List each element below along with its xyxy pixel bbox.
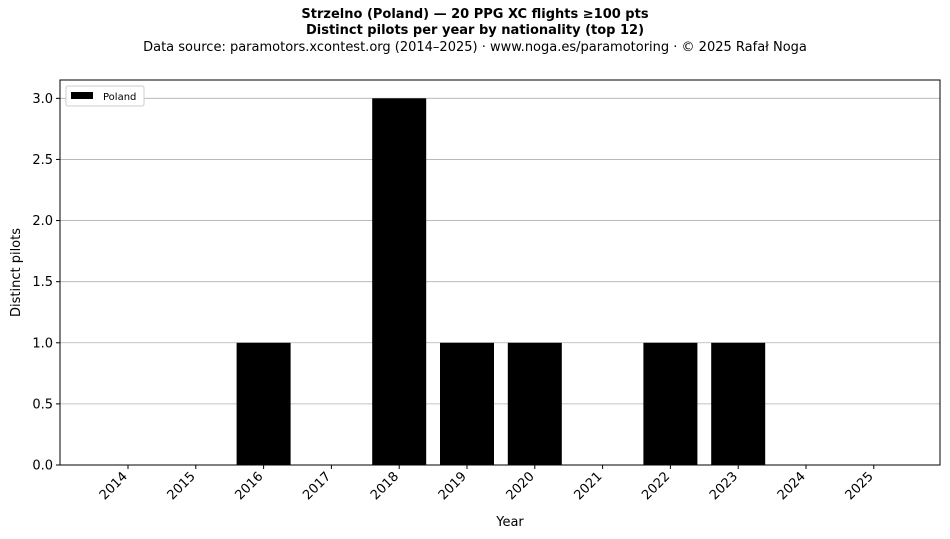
x-tick-label: 2014 [97, 469, 131, 503]
bar-2022 [643, 342, 698, 465]
chart-title: Strzelno (Poland) — 20 PPG XC flights ≥1… [301, 7, 649, 22]
legend-label: Poland [103, 92, 136, 103]
bars [236, 98, 766, 465]
y-axis-label: Distinct pilots [9, 228, 24, 317]
y-tick-label: 0.0 [32, 459, 53, 474]
y-axis-ticks: 0.0 0.5 1.0 1.5 2.0 2.5 3.0 [32, 92, 60, 474]
bar-2023 [711, 342, 766, 465]
bar-2019 [440, 342, 494, 465]
x-tick-label: 2019 [436, 469, 470, 503]
x-tick-label: 2021 [571, 469, 605, 503]
x-tick-label: 2025 [843, 469, 877, 503]
y-tick-label: 2.5 [32, 153, 53, 168]
x-tick-label: 2015 [165, 469, 199, 503]
y-tick-label: 1.0 [32, 336, 53, 351]
chart-subtitle: Distinct pilots per year by nationality … [305, 23, 645, 38]
plot-frame [59, 79, 941, 466]
x-tick-label: 2024 [775, 469, 809, 503]
x-tick-label: 2018 [368, 469, 402, 503]
y-tick-label: 3.0 [32, 92, 53, 107]
y-tick-label: 2.0 [32, 214, 53, 229]
x-axis-ticks: 2014 2015 2016 2017 2018 2019 2020 2021 2022 2023… [97, 465, 877, 503]
bar-2020 [507, 342, 562, 465]
y-tick-label: 1.5 [32, 275, 53, 290]
gridlines [60, 97, 940, 405]
x-tick-label: 2016 [232, 469, 266, 503]
legend: Poland [65, 85, 145, 107]
chart-titles: Strzelno (Poland) — 20 PPG XC flights ≥1… [0, 7, 950, 57]
bar-2018 [372, 98, 427, 465]
x-axis-label: Year [495, 515, 524, 530]
chart-source: Data source: paramotors.xcontest.org (20… [143, 40, 807, 55]
x-tick-label: 2020 [504, 469, 538, 503]
bar-2016 [236, 342, 291, 465]
x-tick-label: 2022 [639, 469, 673, 503]
legend-box [65, 85, 145, 107]
y-tick-label: 0.5 [32, 397, 53, 412]
x-tick-label: 2023 [707, 469, 741, 503]
legend-swatch [71, 92, 93, 99]
x-tick-label: 2017 [300, 469, 334, 503]
